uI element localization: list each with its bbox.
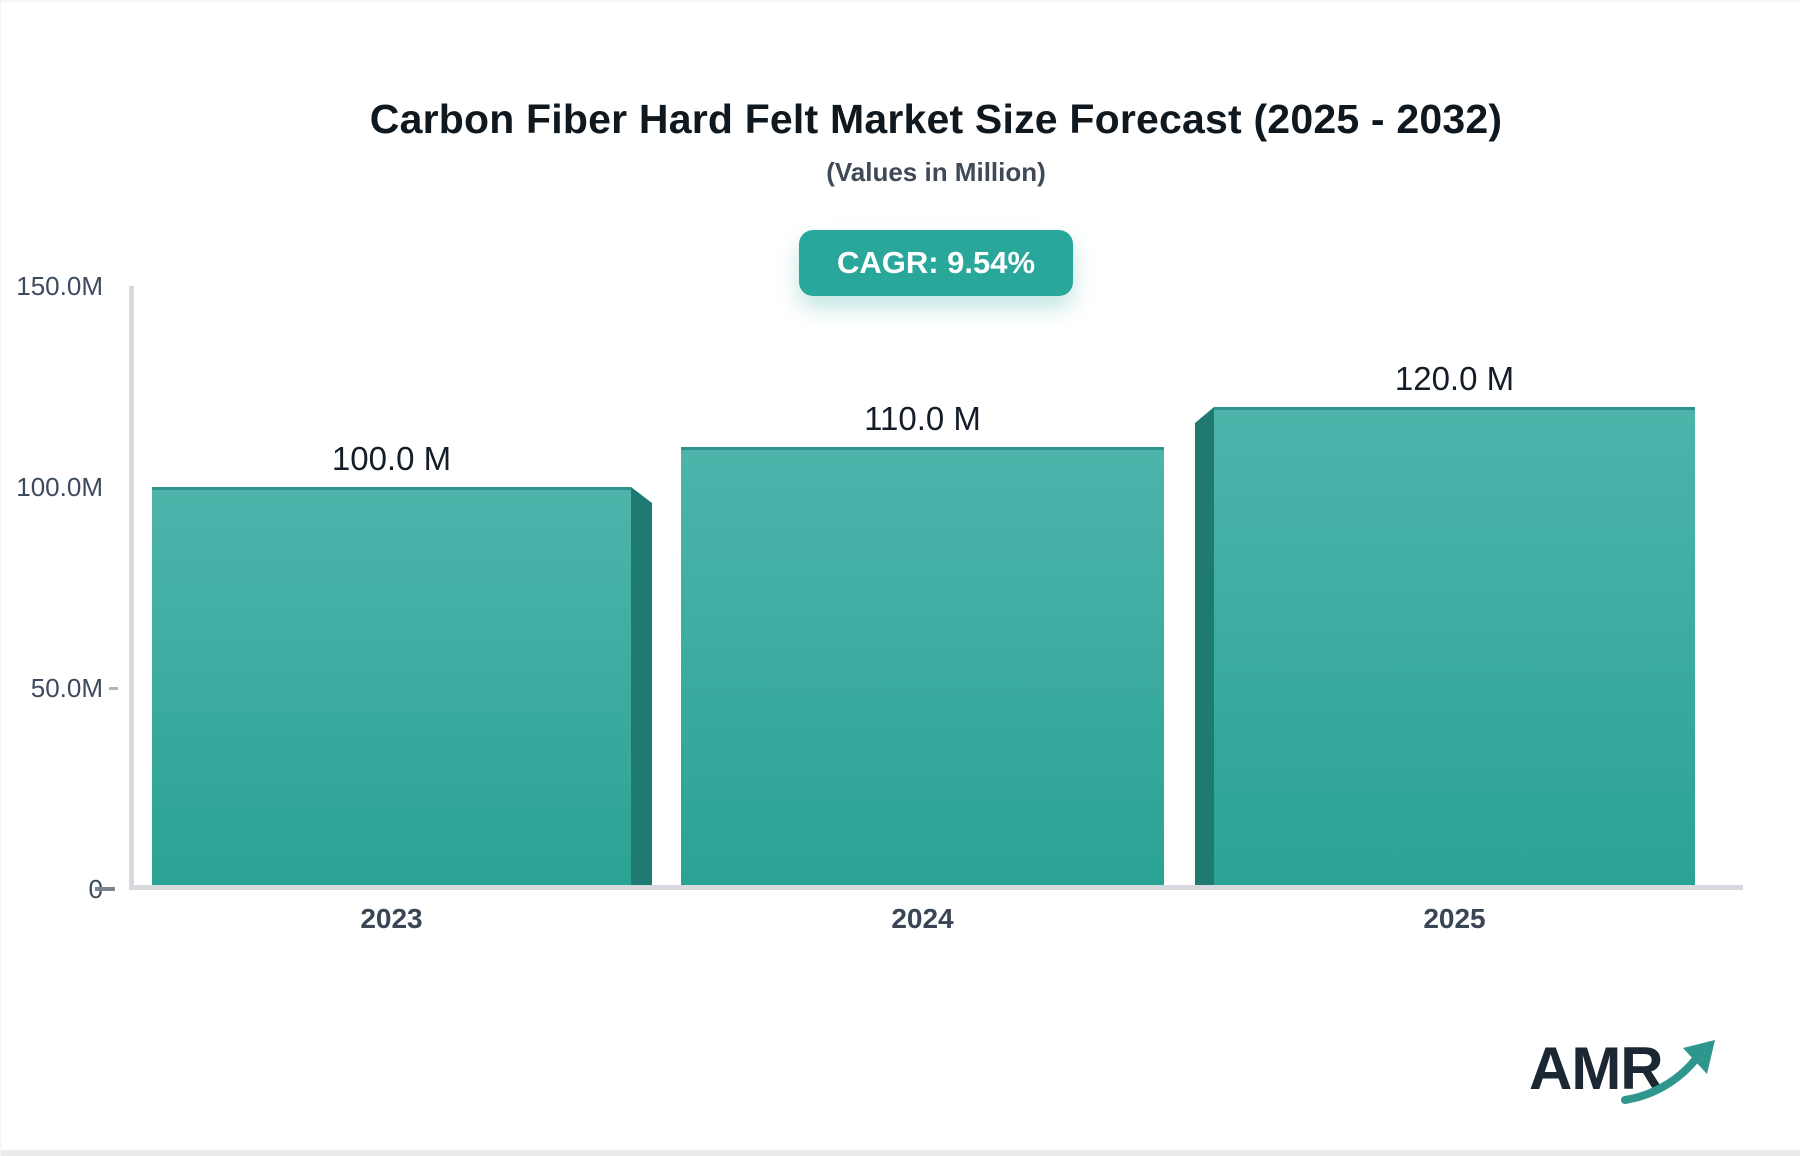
growth-arrow-icon: [1621, 1040, 1715, 1104]
bar-2023: [152, 487, 631, 885]
y-axis-tick-label: 150.0M: [16, 271, 103, 301]
y-axis-line: [129, 286, 134, 890]
amr-logo: AMR: [1529, 1034, 1715, 1106]
chart-title: Carbon Fiber Hard Felt Market Size Forec…: [369, 96, 1503, 142]
bar-value-label: 100.0 M: [331, 440, 452, 477]
bar-value-label: 120.0 M: [1394, 360, 1515, 397]
x-axis-category-label: 2024: [891, 903, 954, 934]
chart-subtitle: (Values in Million): [826, 157, 1046, 187]
bar-value-label: 110.0 M: [864, 400, 981, 437]
x-axis-baseline: [129, 885, 1743, 890]
bar-3d-side-2025: [1195, 407, 1214, 885]
y-axis-tick-mark: [95, 887, 115, 891]
amr-logo-text: AMR: [1529, 1035, 1664, 1102]
bar-3d-side-2023: [631, 487, 652, 885]
chart-header: Carbon Fiber Hard Felt Market Size Forec…: [71, 0, 1800, 296]
bar-2024: [681, 447, 1164, 885]
y-axis-tick-mark: [109, 687, 118, 690]
cagr-badge: CAGR: 9.54%: [798, 230, 1074, 296]
x-axis-category-label: 2023: [360, 903, 423, 934]
x-axis-category-label: 2025: [1423, 903, 1486, 934]
bar-2025: [1214, 407, 1695, 885]
top-border-strip: [1, 0, 1800, 3]
y-axis-tick-label: 100.0M: [16, 472, 103, 502]
y-axis-tick-label: 0: [9, 873, 103, 905]
y-axis-tick-label: 50.0M: [30, 673, 103, 703]
bottom-border-strip: [1, 1150, 1800, 1156]
